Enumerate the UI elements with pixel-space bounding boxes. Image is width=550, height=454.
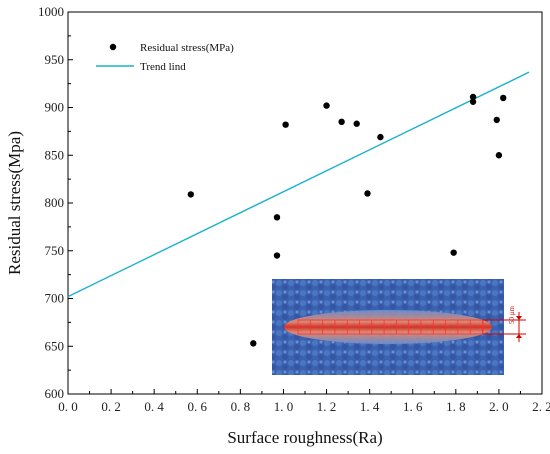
y-tick-label: 750 [45,243,65,258]
x-tick-label: 1. 4 [360,399,380,414]
data-point [495,152,503,159]
data-point [364,190,371,197]
x-tick-label: 0. 8 [231,399,251,414]
inset-grid [297,319,484,335]
data-point [469,98,477,105]
data-point [338,118,345,126]
data-point [377,133,384,141]
inset-scale-arrowhead [516,316,522,320]
trend-line [67,71,530,298]
inset-micrograph: 50 μm [272,279,526,375]
inset-heat-band [284,310,492,344]
x-tick-label: 0. 6 [188,399,208,414]
legend-label-trend: Trend lind [140,61,186,73]
x-axis-title: Surface roughness(Ra) [227,428,382,447]
data-point [187,191,195,198]
legend: Residual stress(MPa) Trend lind [96,42,234,73]
data-point [500,94,507,102]
x-tick-label: 2. 2 [532,399,550,414]
inset-scale-arrowhead [516,334,522,338]
data-point [323,102,330,109]
x-tick-label: 2. 0 [489,399,509,414]
data-point [493,116,500,124]
data-point [353,120,360,127]
y-tick-label: 950 [45,52,65,67]
y-tick-label: 850 [45,147,65,162]
y-tick-label: 800 [45,195,65,210]
x-tick-label: 1. 8 [446,399,466,414]
x-axis: 0. 0 0. 2 0. 4 0. 6 0. 8 1. 0 1. 2 1. 4 1. 6 1. 8… [58,389,550,414]
data-point [273,214,281,221]
legend-label-scatter: Residual stress(MPa) [140,42,234,54]
x-tick-label: 0. 2 [101,399,121,414]
data-point [450,249,457,256]
data-point [250,340,257,347]
data-point [282,121,289,128]
y-tick-label: 700 [45,291,65,306]
x-tick-label: 1. 2 [317,399,337,414]
inset-scale-label: 50 μm [508,305,516,324]
x-tick-label: 1. 0 [274,399,294,414]
y-tick-label: 650 [45,338,65,353]
y-tick-label: 600 [45,386,65,401]
x-tick-label: 0. 0 [58,399,78,414]
y-tick-label: 1000 [38,4,64,19]
data-point [273,252,281,259]
y-axis: 600 650 700 750 800 850 900 950 1000 [38,4,73,401]
x-tick-label: 0. 4 [144,399,164,414]
x-tick-label: 1. 6 [403,399,423,414]
data-point [469,93,477,101]
legend-marker-scatter [109,43,117,51]
y-tick-label: 900 [45,100,65,115]
y-axis-title: Residual stress(Mpa) [5,131,24,275]
data-points [187,93,507,347]
